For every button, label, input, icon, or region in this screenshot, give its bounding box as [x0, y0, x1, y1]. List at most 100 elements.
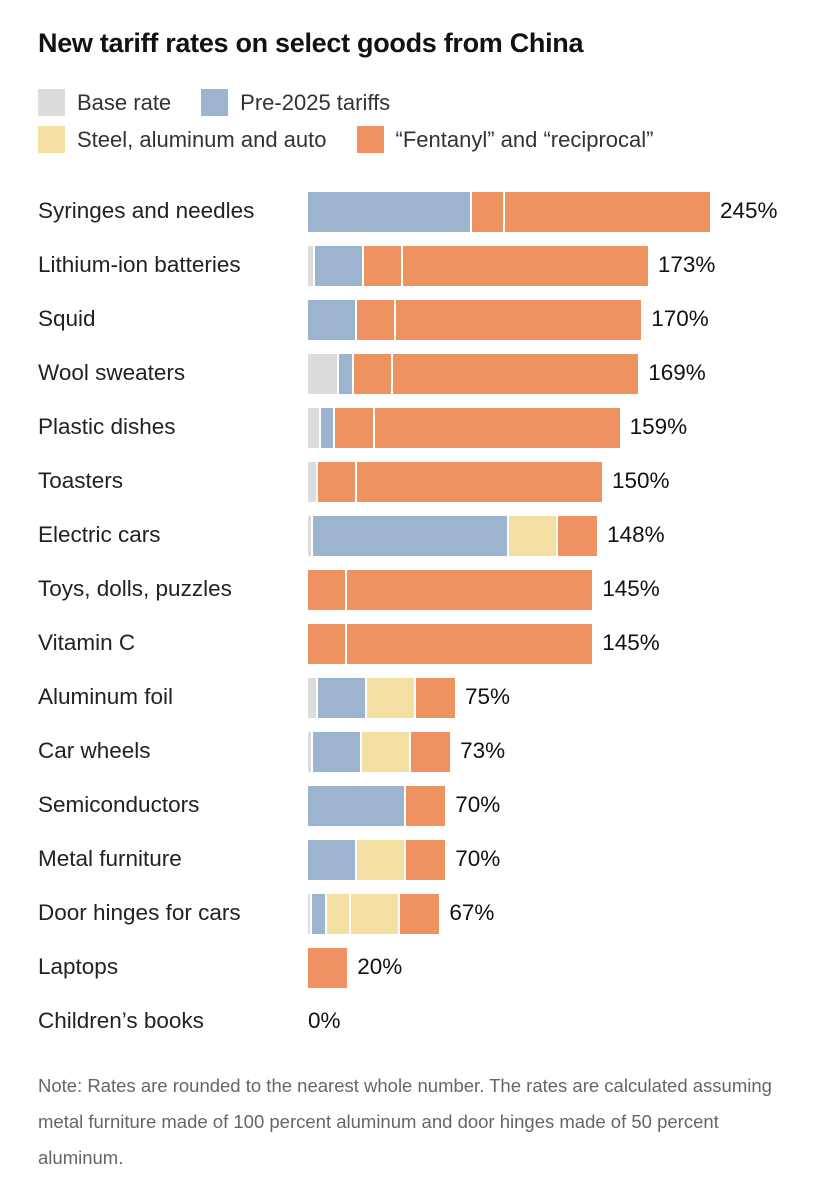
bar-row: Car wheels 73%: [0, 730, 829, 784]
stacked-bar: [308, 408, 620, 448]
bar-segment-fentanyl: [374, 408, 620, 448]
total-label: 173%: [657, 252, 716, 277]
bar-segment-base: [308, 894, 312, 934]
bar-segment-fentanyl: [335, 408, 375, 448]
bar-segment-fentanyl: [347, 570, 593, 610]
stacked-bar: [308, 516, 598, 556]
category-label: Toasters: [38, 468, 124, 493]
bar-segment-fentanyl: [393, 354, 639, 394]
legend-swatch: [38, 126, 65, 153]
legend-swatch: [38, 89, 65, 116]
bar-segment-pre2025: [339, 354, 355, 394]
legend: Base rate Pre-2025 tariffs Steel, alumin…: [38, 84, 683, 158]
legend-label: Pre-2025 tariffs: [240, 89, 391, 115]
legend-item-steel: Steel, aluminum and auto: [38, 126, 327, 153]
total-label: 70%: [455, 792, 501, 817]
category-label: Toys, dolls, puzzles: [38, 576, 232, 601]
total-label: 150%: [612, 468, 670, 493]
bar-segment-fentanyl: [557, 516, 598, 556]
bar-segment-fentanyl: [406, 840, 446, 880]
total-label: 159%: [629, 414, 688, 439]
bar-row: Metal furniture 70%: [0, 838, 829, 892]
bar-row: Aluminum foil 75%: [0, 676, 829, 730]
bar-segment-fentanyl: [415, 678, 455, 718]
category-label: Squid: [38, 306, 96, 331]
legend-label: “Fentanyl” and “reciprocal”: [395, 126, 654, 152]
stacked-bar: [308, 246, 648, 286]
total-label: 148%: [607, 522, 665, 547]
bar-segment-pre2025: [311, 894, 327, 934]
bar-segment-fentanyl: [308, 570, 348, 610]
bar-segment-fentanyl: [354, 354, 394, 394]
legend-label: Steel, aluminum and auto: [77, 126, 327, 152]
stacked-bar: [308, 570, 593, 610]
chart-note: Note: Rates are rounded to the nearest w…: [38, 1075, 772, 1168]
stacked-bar: [308, 354, 639, 394]
total-label: 0%: [308, 1008, 341, 1033]
category-label: Semiconductors: [38, 792, 200, 817]
category-label: Vitamin C: [38, 630, 136, 655]
legend-swatch: [356, 126, 384, 153]
bar-segment-steel: [351, 894, 401, 934]
category-label: Door hinges for cars: [38, 900, 241, 925]
bar-segment-fentanyl: [308, 948, 348, 988]
bar-segment-pre2025: [308, 840, 357, 880]
total-label: 245%: [720, 198, 778, 223]
bar-segment-pre2025: [317, 678, 367, 718]
legend-label: Base rate: [77, 89, 172, 115]
stacked-bar: [308, 624, 593, 664]
stacked-bar: [308, 300, 642, 340]
bar-row: Semiconductors 70%: [0, 784, 829, 838]
bar-segment-fentanyl: [347, 624, 593, 664]
category-label: Laptops: [38, 954, 119, 979]
total-label: 145%: [602, 630, 660, 655]
total-label: 170%: [651, 306, 709, 331]
bar-row: Plastic dishes 159%: [0, 406, 829, 460]
bar-segment-fentanyl: [472, 192, 505, 232]
bar-rows: Syringes and needles 245% Lithium-ion batt…: [0, 190, 829, 1054]
bar-segment-pre2025: [314, 246, 364, 286]
bar-row: Toasters 150%: [0, 460, 829, 514]
total-label: 73%: [460, 738, 506, 763]
bar-row: Laptops 20%: [0, 946, 829, 1000]
bar-segment-steel: [326, 894, 352, 934]
bar-row: Toys, dolls, puzzles 145%: [0, 568, 829, 622]
category-label: Car wheels: [38, 738, 151, 763]
bar-segment-pre2025: [320, 408, 336, 448]
bar-row: Wool sweaters 169%: [0, 352, 829, 406]
bar-segment-fentanyl: [400, 894, 440, 934]
stacked-bar: [308, 192, 710, 232]
bar-segment-base: [308, 732, 313, 772]
stacked-bar: [308, 840, 446, 880]
category-label: Wool sweaters: [38, 360, 186, 385]
bar-row: Squid 170%: [0, 298, 829, 352]
bar-segment-fentanyl: [396, 300, 642, 340]
bar-row: Vitamin C 145%: [0, 622, 829, 676]
legend-swatch: [201, 89, 229, 116]
category-label: Syringes and needles: [38, 198, 255, 223]
bar-row: Children’s books 0%: [0, 1000, 829, 1054]
total-label: 169%: [648, 360, 706, 385]
stacked-bar: [308, 678, 455, 718]
legend-item-fentanyl: “Fentanyl” and “reciprocal”: [356, 126, 654, 153]
bar-segment-steel: [366, 678, 416, 718]
stacked-bar: [308, 462, 602, 502]
bar-segment-pre2025: [312, 732, 362, 772]
bar-row: Lithium-ion batteries 173%: [0, 244, 829, 298]
bar-segment-steel: [361, 732, 411, 772]
bar-segment-base: [308, 516, 313, 556]
category-label: Lithium-ion batteries: [38, 252, 241, 277]
total-label: 67%: [449, 900, 495, 925]
bar-segment-fentanyl: [363, 246, 403, 286]
stacked-bar: [308, 732, 451, 772]
stacked-bar: [308, 894, 440, 934]
bar-segment-pre2025: [308, 786, 406, 826]
bar-row: Door hinges for cars 67%: [0, 892, 829, 946]
category-label: Plastic dishes: [38, 414, 176, 439]
chart-title: New tariff rates on select goods from Ch…: [38, 28, 584, 58]
bar-row: Electric cars 148%: [0, 514, 829, 568]
category-label: Children’s books: [38, 1008, 204, 1033]
bar-segment-base: [308, 462, 318, 502]
bar-row: Syringes and needles 245%: [0, 190, 829, 244]
bar-segment-pre2025: [312, 516, 509, 556]
